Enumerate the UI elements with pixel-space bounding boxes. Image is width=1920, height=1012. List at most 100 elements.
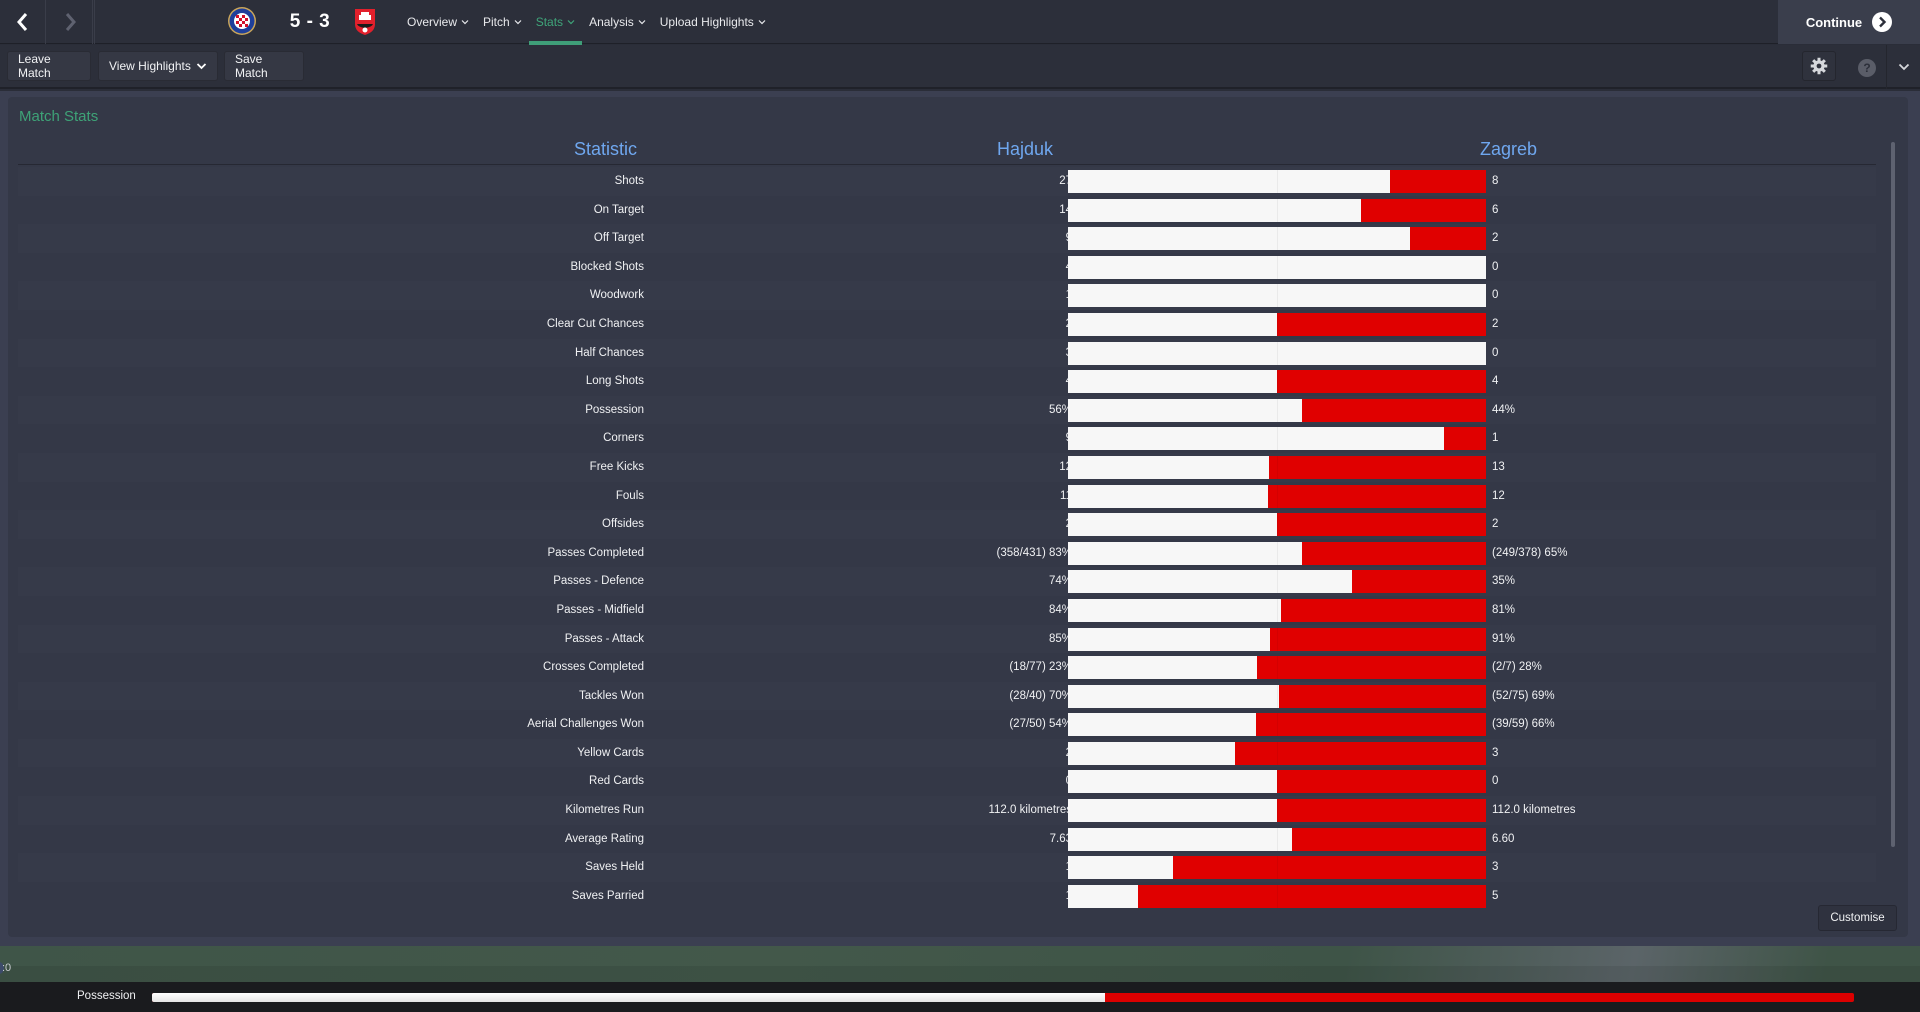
arrow-right-circle-icon [1872, 12, 1893, 32]
bar-midline [1277, 570, 1278, 594]
bar-midline [1277, 884, 1278, 908]
home-bar-fill [1068, 198, 1361, 222]
forward-button[interactable] [47, 0, 93, 44]
home-value: 11 [1060, 489, 1072, 502]
view-highlights-dropdown[interactable]: View Highlights [98, 51, 218, 81]
chevron-down-icon [758, 20, 766, 25]
stat-label: Aerial Challenges Won [527, 718, 644, 731]
bar-midline [1277, 370, 1278, 394]
home-bar-fill [1068, 455, 1269, 479]
bar-midline [1277, 341, 1278, 365]
divider [94, 0, 95, 44]
stat-comparison-bar [1068, 799, 1486, 823]
stat-row: Saves Held13 [18, 853, 1876, 882]
stat-row: On Target 14 6 [18, 196, 1876, 225]
home-bar-fill [1068, 170, 1391, 193]
pitch-strip [0, 946, 1920, 982]
stat-row: Kilometres Run 112.0 kilometres 112.0 kilo… [18, 796, 1876, 825]
away-value: 2 [1492, 317, 1499, 330]
away-value: 0 [1492, 775, 1499, 788]
stat-label: Off Target [593, 232, 644, 245]
home-value: (27/50) 54% [1009, 718, 1072, 731]
stat-label: Possession [585, 403, 644, 416]
stat-comparison-bar [1068, 741, 1486, 765]
bar-midline [1277, 684, 1278, 708]
stat-row: Fouls 11 12 [18, 482, 1876, 511]
away-value: 44% [1492, 403, 1516, 416]
hajduk-crest-icon[interactable] [227, 6, 257, 36]
stat-comparison-bar [1068, 856, 1486, 880]
stat-label: Half Chances [574, 346, 644, 359]
stat-label: Saves Held [585, 861, 644, 874]
away-value: (39/59) 66% [1492, 718, 1555, 731]
stat-label: Kilometres Run [565, 804, 644, 817]
help-button[interactable]: ? [1858, 59, 1876, 77]
stat-label: Passes - Defence [553, 575, 644, 588]
stat-label: Saves Parried [571, 889, 644, 902]
stat-row: Aerial Challenges Won (27/50) 54% (39/59) … [18, 710, 1876, 739]
tab-stats[interactable]: Stats [528, 0, 583, 45]
chevron-down-icon [196, 63, 207, 70]
bar-midline [1277, 198, 1278, 222]
stat-comparison-bar [1068, 170, 1486, 193]
bar-midline [1277, 770, 1278, 794]
back-button[interactable] [0, 0, 46, 44]
stat-row: Red Cards00 [18, 767, 1876, 796]
match-clock: :0 [2, 962, 12, 974]
chevron-down-icon [567, 20, 575, 25]
away-value: 6.60 [1492, 832, 1515, 845]
more-options-button[interactable] [1886, 45, 1920, 89]
tab-overview[interactable]: Overview [400, 0, 476, 44]
stat-comparison-bar [1068, 227, 1486, 251]
save-match-button[interactable]: Save Match [224, 51, 304, 81]
bar-midline [1277, 255, 1278, 279]
home-bar-fill [1068, 598, 1281, 622]
column-header-home-team: Hajduk [997, 139, 1054, 159]
stat-label: Tackles Won [579, 689, 644, 702]
bar-midline [1277, 455, 1278, 479]
bottom-bar: Possession [0, 982, 1920, 1012]
clock-indicator-icon [0, 962, 4, 974]
vertical-scrollbar[interactable] [1891, 142, 1895, 847]
stat-row: Long Shots44 [18, 367, 1876, 396]
home-value: (358/431) 83% [996, 546, 1072, 559]
bar-midline [1277, 513, 1278, 537]
chevron-left-icon [16, 13, 27, 31]
tab-upload-highlights[interactable]: Upload Highlights [653, 0, 773, 44]
stat-label: Blocked Shots [570, 260, 644, 273]
view-highlights-label: View Highlights [109, 59, 191, 73]
tab-analysis[interactable]: Analysis [582, 0, 653, 44]
bar-midline [1277, 827, 1278, 851]
bar-midline [1277, 856, 1278, 880]
stat-row: Shots 27 8 [18, 167, 1876, 196]
home-bar-fill [1068, 227, 1410, 251]
stat-comparison-bar [1068, 513, 1486, 537]
column-header-away-team: Zagreb [1480, 139, 1538, 159]
column-header-statistic: Statistic [574, 139, 638, 159]
bar-midline [1277, 656, 1278, 680]
stat-comparison-bar [1068, 541, 1486, 565]
zagreb-crest-icon[interactable] [350, 6, 380, 36]
away-value: 91% [1492, 632, 1516, 645]
home-bar-fill [1068, 713, 1257, 737]
match-stats-panel: Match Stats Statistic Hajduk Zagreb Shot… [8, 97, 1908, 937]
tab-label: Stats [535, 15, 564, 29]
bar-midline [1277, 598, 1278, 622]
continue-button[interactable]: Continue [1778, 0, 1920, 44]
settings-button[interactable] [1802, 51, 1836, 81]
home-bar-fill [1068, 856, 1173, 880]
stat-comparison-bar [1068, 598, 1486, 622]
stat-comparison-bar [1068, 341, 1486, 365]
bar-midline [1277, 398, 1278, 422]
stat-label: Red Cards [589, 775, 644, 788]
leave-match-button[interactable]: Leave Match [7, 51, 91, 81]
stat-row: Corners91 [18, 424, 1876, 453]
home-value: 85% [1048, 632, 1072, 645]
home-value: 112.0 kilometres [988, 804, 1072, 817]
tab-pitch[interactable]: Pitch [476, 0, 529, 44]
home-value: (18/77) 23% [1009, 661, 1072, 674]
home-bar-fill [1068, 570, 1352, 594]
home-bar-fill [1068, 684, 1279, 708]
away-value: 3 [1492, 861, 1499, 874]
customise-button[interactable]: Customise [1818, 905, 1897, 931]
